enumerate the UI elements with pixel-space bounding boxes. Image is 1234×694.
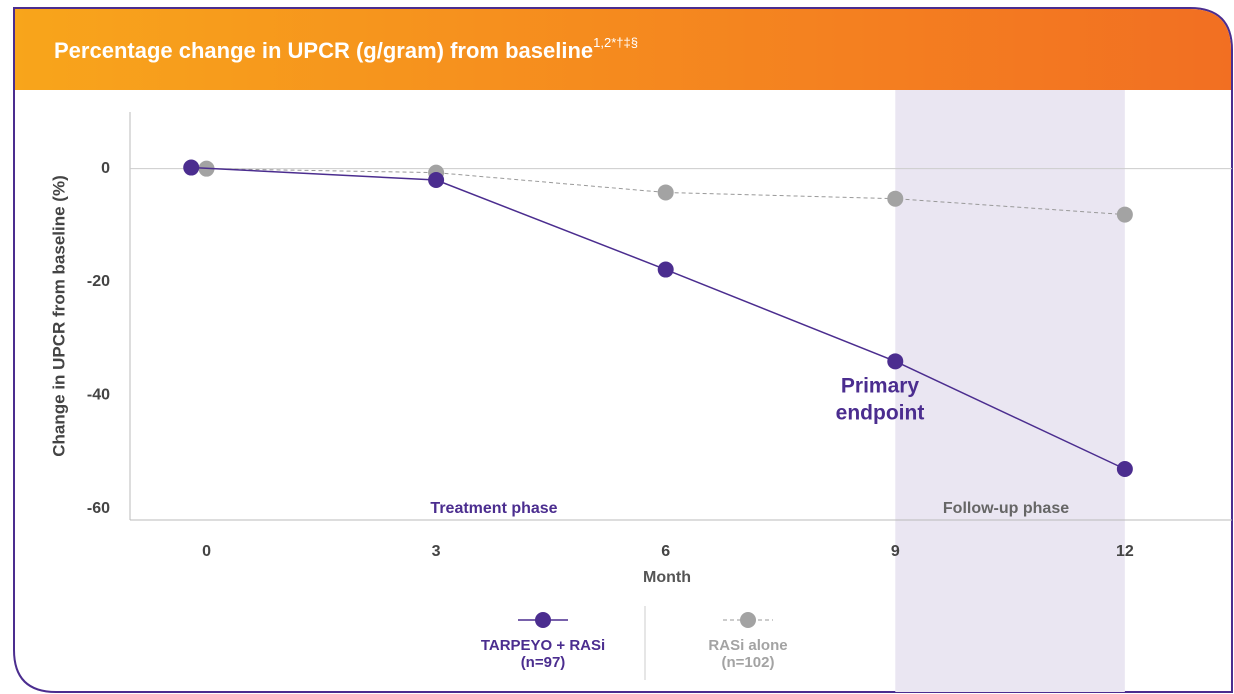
data-point [183,159,200,176]
data-point [1116,461,1133,477]
legend-n: (n=102) [722,654,775,671]
x-tick-label: 0 [202,543,211,560]
data-point [887,190,904,207]
chart-title: Percentage change in UPCR (g/gram) from … [54,35,638,62]
title-main: Percentage change in UPCR (g/gram) from … [54,38,593,63]
legend-marker [535,612,551,628]
x-axis-label: Month [643,569,691,586]
data-point [657,261,674,278]
title-superscript: 1,2*†‡§ [593,35,638,50]
legend-marker [740,612,756,628]
y-tick-label: 0 [101,160,110,177]
follow-up-band [895,90,1125,692]
primary-endpoint-label: endpoint [836,402,925,425]
legend-label: RASi alone [708,637,787,654]
data-point [657,184,674,201]
x-tick-label: 9 [891,543,900,560]
y-tick-label: -20 [87,273,110,290]
header-bar [15,9,1231,90]
treatment-phase-label: Treatment phase [430,500,557,517]
x-tick-label: 6 [661,543,670,560]
x-tick-label: 12 [1116,543,1134,560]
follow-up-phase-label: Follow-up phase [943,500,1069,517]
data-point [428,172,445,188]
y-tick-label: -40 [87,387,110,404]
data-point [1116,206,1133,223]
primary-endpoint-label: Primary [841,375,920,398]
y-axis-label: Change in UPCR from baseline (%) [49,175,68,456]
data-point [887,353,904,370]
legend-label: TARPEYO + RASi [481,637,605,654]
series-line [206,168,1125,216]
y-tick-label: -60 [87,500,110,517]
x-tick-label: 3 [432,543,441,560]
legend-n: (n=97) [521,654,566,671]
